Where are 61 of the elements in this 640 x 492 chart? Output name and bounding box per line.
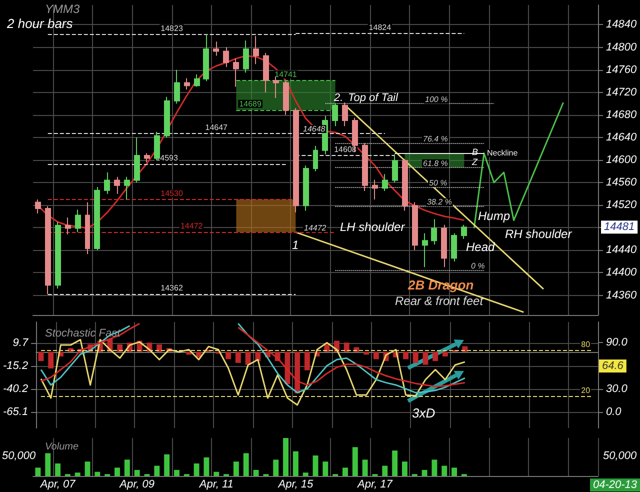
- text: 50,000: [603, 450, 638, 462]
- y-tick-label: 14640: [606, 131, 638, 144]
- y2-tick-label: 30.0: [606, 382, 628, 395]
- y-tick-label: 14840: [606, 18, 638, 31]
- y-tick-label: 9.7: [12, 336, 29, 349]
- ref-line-label: 20: [581, 386, 591, 396]
- text: 04-20-13: [593, 479, 638, 491]
- y-tick-label: 14720: [606, 86, 638, 98]
- ref-line-label: 14362: [160, 284, 184, 293]
- x-tick-label: Apr, 17: [356, 478, 394, 490]
- text: 2 hour bars: [6, 16, 74, 31]
- annotation: 1: [292, 238, 299, 252]
- annotation: Z: [471, 157, 478, 167]
- y-tick-label: 14440: [606, 244, 638, 256]
- y-tick-label: 14800: [606, 41, 638, 54]
- annotation: Top of Tail: [348, 92, 398, 104]
- chart-title: Volume: [45, 442, 79, 452]
- annotation: LH shoulder: [340, 220, 406, 234]
- annotation: RH shoulder: [505, 227, 573, 241]
- annotation: 50,000: [2, 450, 37, 462]
- y-tick-label: -65.1: [2, 406, 28, 418]
- annotation: Head: [466, 240, 496, 254]
- ref-line-label: 14647: [205, 123, 228, 132]
- y-tick-label: 14520: [606, 199, 638, 212]
- x-tick-label: Apr, 09: [118, 478, 155, 490]
- y-tick-label: -40.2: [2, 382, 28, 395]
- annotation: 100 %: [425, 95, 448, 104]
- y-tick-label: 14560: [606, 176, 638, 189]
- y-tick-label: 14680: [606, 108, 638, 121]
- ref-line-label: 14823: [160, 24, 184, 33]
- y-tick-label: 14760: [606, 64, 638, 76]
- x-tick-label: Apr, 15: [277, 478, 314, 490]
- annotation: Hump: [478, 209, 510, 223]
- annotation: Rear & front feet: [395, 294, 484, 308]
- x-tick-label: Apr, 11: [198, 478, 234, 490]
- y-tick-label: 14360: [606, 289, 638, 302]
- y-tick-label: -15.2: [2, 360, 28, 372]
- text: 64.6: [602, 360, 624, 372]
- ref-line-label: 14530: [160, 188, 184, 198]
- ref-line-label: 14689: [239, 99, 262, 108]
- annotation: 38.2 %: [427, 198, 452, 207]
- y2-tick-label: 0.0: [606, 406, 622, 418]
- annotation: 61.8 %: [423, 158, 448, 168]
- annotation: YMM3: [45, 2, 80, 16]
- ref-line-label: 14472: [180, 222, 204, 231]
- annotation: 76.4 %: [423, 134, 448, 144]
- annotation: 14481: [604, 221, 635, 234]
- x-tick-label: Apr, 07: [39, 478, 76, 490]
- ref-line-label: Neckline: [487, 148, 518, 158]
- ref-line-label: 80: [581, 340, 591, 349]
- ref-line-label: 14824: [368, 23, 392, 32]
- annotation: 2.: [333, 92, 344, 104]
- y-tick-label: 14400: [606, 266, 638, 279]
- y-tick-label: 14600: [606, 154, 638, 166]
- ref-line-label: 14608: [334, 144, 357, 154]
- annotation: 3xD: [412, 406, 436, 420]
- annotation: 0 %: [471, 261, 485, 270]
- ref-line-label: 14741: [274, 70, 298, 80]
- annotation: 14472: [304, 224, 327, 233]
- y2-tick-label: 90.0: [606, 336, 628, 349]
- annotation: 50 %: [429, 178, 448, 188]
